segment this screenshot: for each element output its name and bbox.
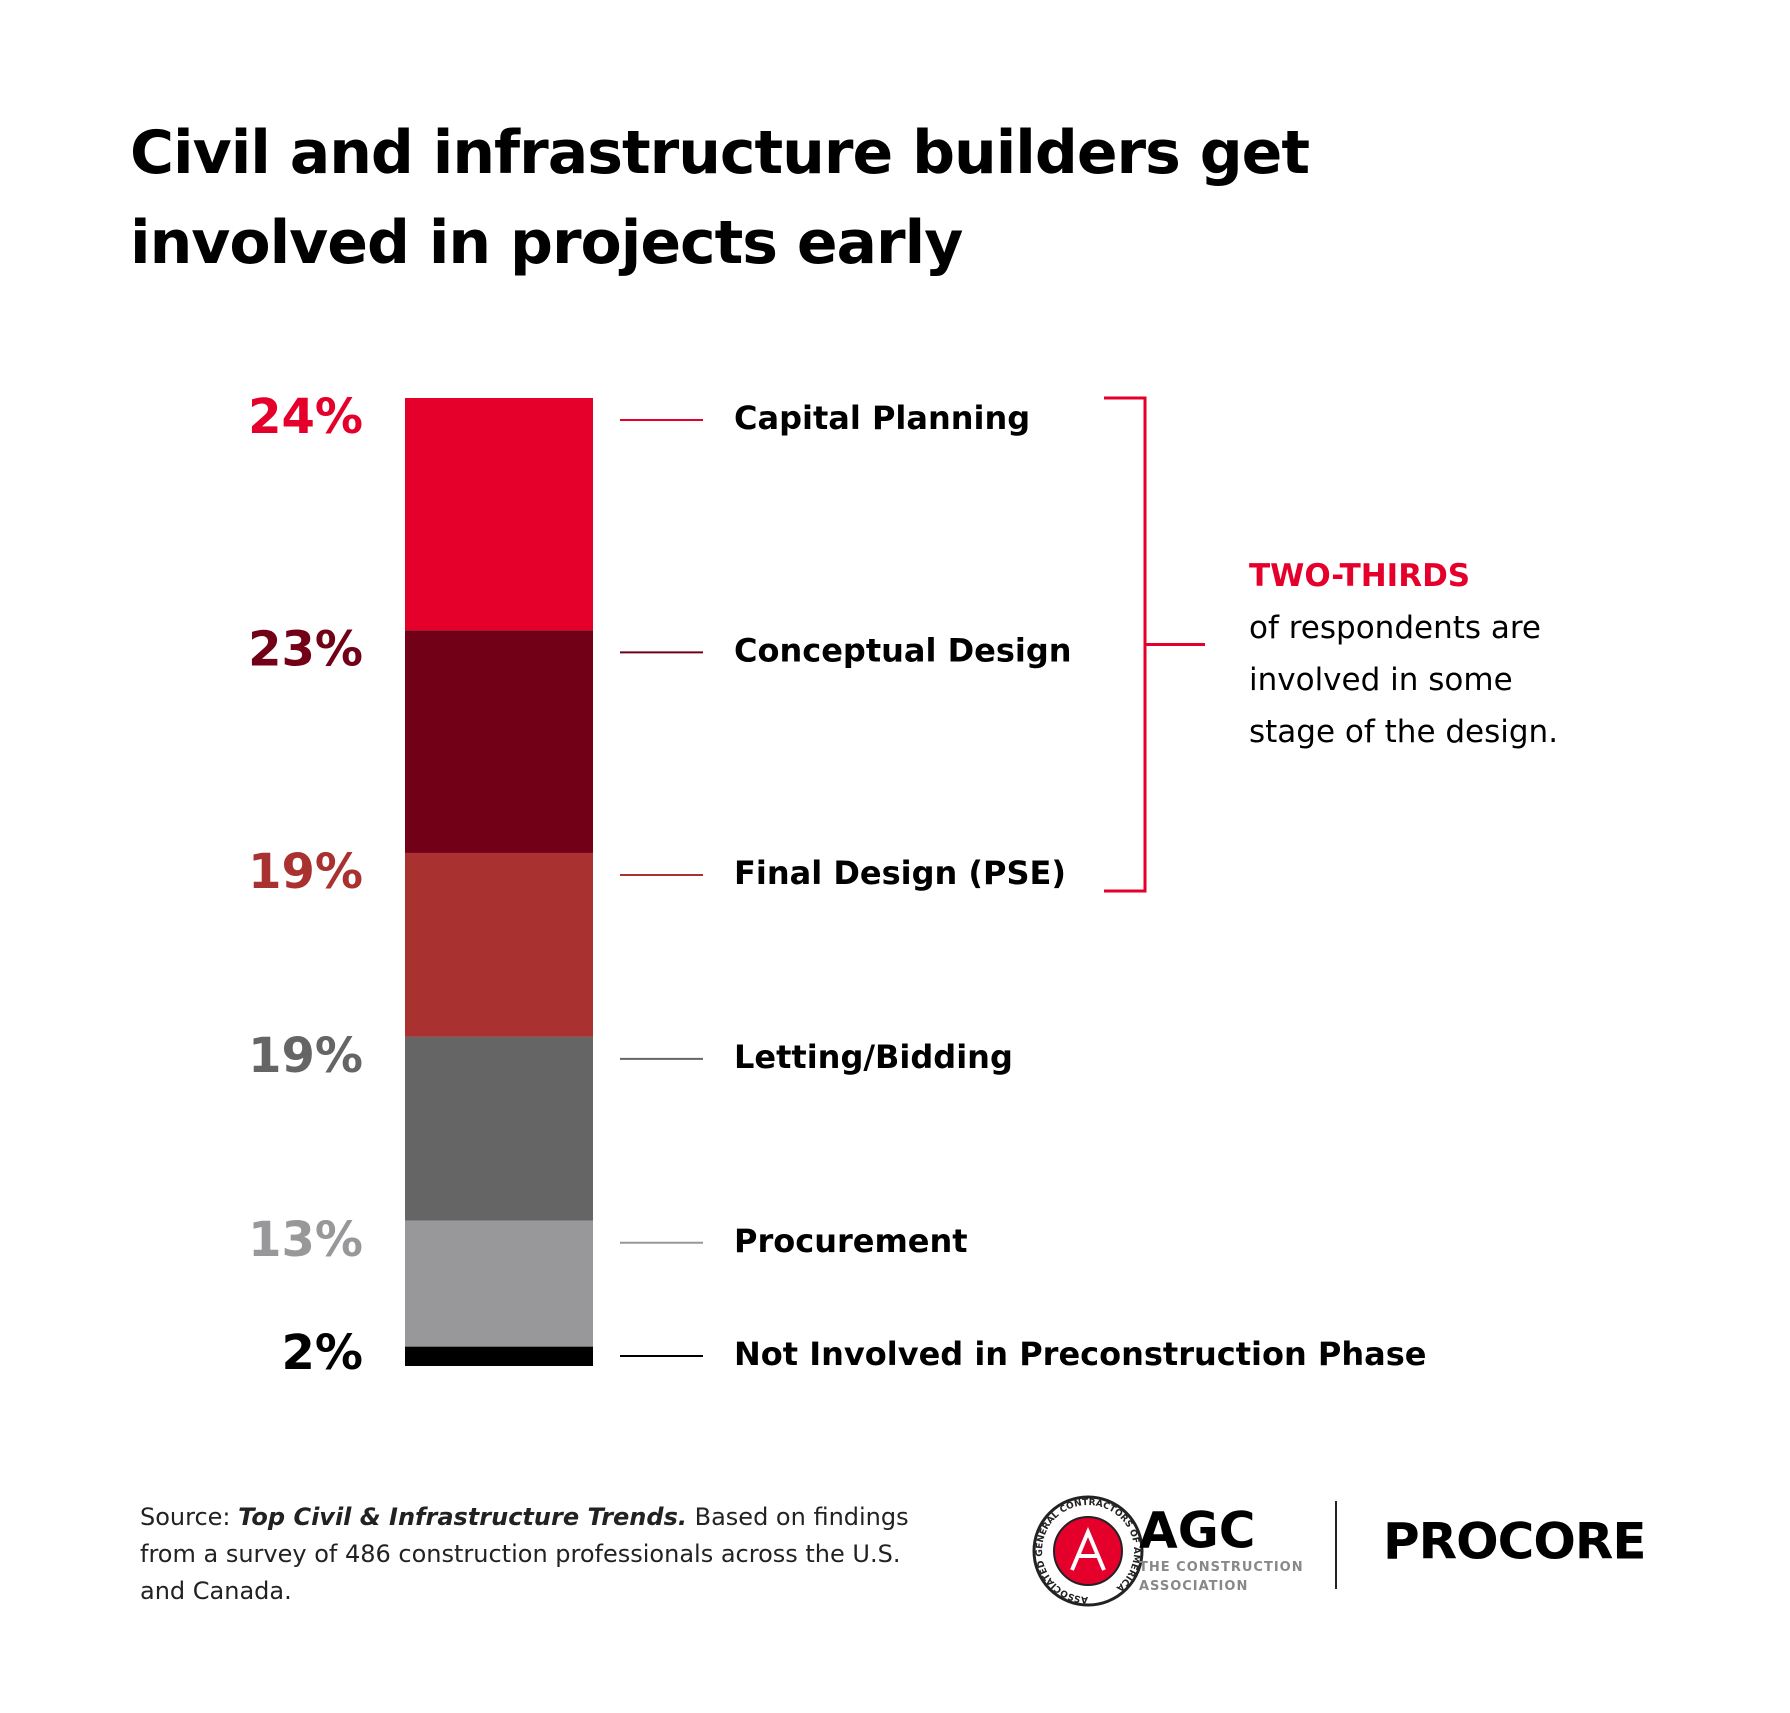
- value-label: 24%: [248, 389, 363, 445]
- bar-segment: [405, 630, 593, 853]
- agc-logo: ASSOCIATED GENERAL CONTRACTORS OF AMERIC…: [1032, 1495, 1647, 1607]
- annotation: TWO-THIRDS of respondents are involved i…: [1249, 550, 1579, 758]
- value-label: 19%: [248, 1028, 363, 1084]
- category-label: Capital Planning: [734, 399, 1030, 437]
- bar-segment: [405, 852, 593, 1037]
- agc-subtitle: THE CONSTRUCTION ASSOCIATION: [1139, 1558, 1319, 1596]
- category-label: Not Involved in Preconstruction Phase: [734, 1335, 1427, 1373]
- category-label: Final Design (PSE): [734, 854, 1066, 892]
- source-prefix: Source:: [140, 1503, 231, 1531]
- bracket: [1104, 396, 1205, 893]
- annotation-text: of respondents are involved in some stag…: [1249, 610, 1559, 750]
- bar-segment: [405, 398, 593, 631]
- category-label: Procurement: [734, 1222, 968, 1260]
- agc-wordmark: AGC: [1139, 1502, 1255, 1560]
- bar-segment: [405, 1220, 593, 1347]
- source: Source: Top Civil & Infrastructure Trend…: [140, 1499, 930, 1610]
- category-label: Letting/Bidding: [734, 1038, 1013, 1076]
- value-label: 2%: [282, 1325, 364, 1381]
- value-label: 13%: [248, 1212, 363, 1268]
- agc-subtitle-line: ASSOCIATION: [1139, 1579, 1249, 1594]
- source-title: Top Civil & Infrastructure Trends.: [238, 1503, 687, 1531]
- agc-seal-mark: [1070, 1526, 1106, 1571]
- value-label: 19%: [248, 844, 363, 900]
- procore-wordmark: PROCORE: [1383, 1513, 1646, 1571]
- bar-segment: [405, 1036, 593, 1221]
- annotation-highlight: TWO-THIRDS: [1249, 558, 1471, 594]
- category-label: Conceptual Design: [734, 631, 1072, 669]
- bar-segment: [405, 1346, 593, 1366]
- chart-title: Civil and infrastructure builders get in…: [130, 118, 1310, 278]
- value-label: 23%: [248, 621, 363, 677]
- source-text: Based on findings from a survey of 486 c…: [140, 1503, 909, 1605]
- agc-subtitle-line: THE CONSTRUCTION: [1139, 1560, 1304, 1575]
